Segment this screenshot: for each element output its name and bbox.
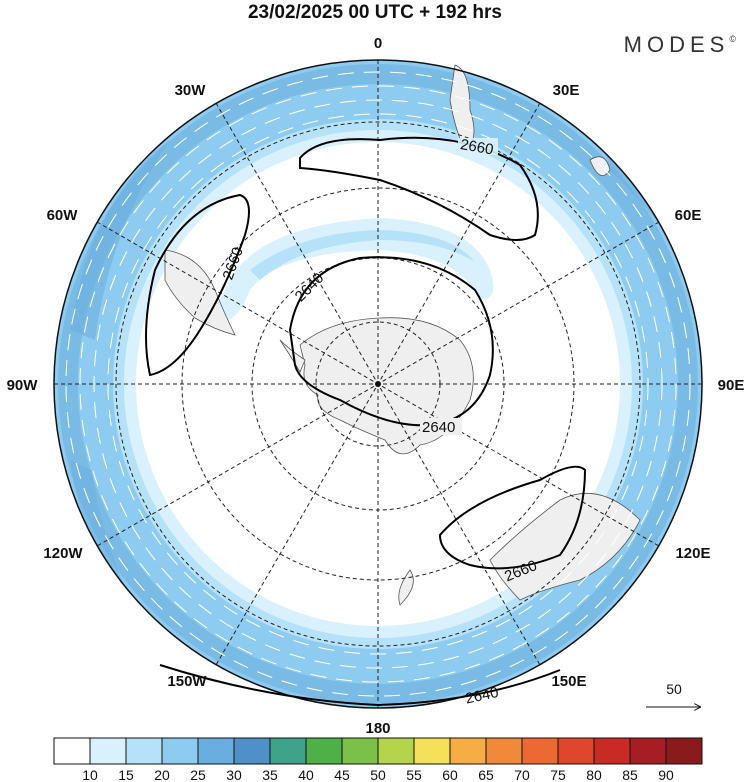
- contour-2660-atlantic: [299, 136, 539, 241]
- colorbar-swatch: [161, 737, 199, 765]
- label-60e: 60E: [675, 207, 702, 224]
- colorbar-label: 50: [370, 767, 386, 782]
- reference-vector: 50: [646, 681, 700, 707]
- colorbar-swatch: [485, 737, 523, 765]
- contour-2640-antarctic: [288, 256, 494, 427]
- colorbar-swatch: [89, 737, 127, 765]
- colorbar-label: 85: [622, 767, 638, 782]
- south-pole-marker: [375, 381, 381, 387]
- colorbar-label: 90: [658, 767, 674, 782]
- brand-logo: MODES©: [624, 32, 736, 58]
- colorbar-swatch: [197, 737, 235, 765]
- colorbar-swatch: [53, 737, 91, 765]
- colorbar-swatch: [305, 737, 343, 765]
- colorbar-label: 45: [334, 767, 350, 782]
- colorbar-label: 80: [586, 767, 602, 782]
- colorbar-label: 10: [82, 767, 98, 782]
- label-150w: 150W: [167, 673, 207, 690]
- antarctic-peninsula-land: [279, 339, 306, 373]
- colorbar-label: 25: [190, 767, 206, 782]
- label-180: 180: [365, 720, 390, 737]
- label-60w: 60W: [47, 207, 79, 224]
- colorbar-label: 75: [550, 767, 566, 782]
- colorbar-swatch: [521, 737, 559, 765]
- contour-2660-australia: [438, 465, 587, 570]
- label-150e: 150E: [551, 673, 586, 690]
- wind-vectors: [65, 71, 691, 697]
- colorbar-label: 55: [406, 767, 422, 782]
- height-contours: [145, 136, 587, 707]
- contour-2660-pacific: [145, 193, 250, 377]
- map-border: [53, 59, 703, 709]
- colorbar-swatch: [413, 737, 451, 765]
- colorbar: 10 15 20 25 30 35 40 45 50 55 60 65 70 75 80 85 90: [53, 737, 703, 782]
- meridian-labels: 0 30E 60E 90E 120E 150E 180 150W 120W 90…: [7, 35, 745, 737]
- contour-label-2640-inner-right: 2640: [422, 419, 455, 436]
- colorbar-swatch: [125, 737, 163, 765]
- colorbar-label: 35: [262, 767, 278, 782]
- colorbar-swatch: [557, 737, 595, 765]
- colorbar-swatch: [629, 737, 667, 765]
- colorbar-label: 15: [118, 767, 134, 782]
- label-30e: 30E: [553, 82, 580, 99]
- brand-name: MODES: [623, 32, 730, 57]
- contour-2640-edge: [159, 664, 561, 707]
- colorbar-swatch: [593, 737, 631, 765]
- madagascar-land: [589, 156, 611, 177]
- label-120e: 120E: [675, 545, 710, 562]
- colorbar-label: 70: [514, 767, 530, 782]
- contour-label-2640-edge: 2640: [464, 684, 500, 708]
- africa-land: [449, 64, 475, 151]
- colorbar-swatch: [377, 737, 415, 765]
- colorbar-label: 20: [154, 767, 170, 782]
- colorbar-swatch: [341, 737, 379, 765]
- colorbar-swatch: [449, 737, 487, 765]
- contour-labels: 2660 2660 2660 2640 2640 2640: [219, 136, 539, 708]
- colorbar-label: 65: [478, 767, 494, 782]
- label-30w: 30W: [175, 82, 207, 99]
- colorbar-label: 60: [442, 767, 458, 782]
- label-0: 0: [374, 35, 382, 52]
- copyright-mark: ©: [729, 34, 736, 44]
- reference-vector-label: 50: [666, 681, 682, 697]
- colorbar-swatch: [233, 737, 271, 765]
- new-zealand-land: [398, 569, 414, 606]
- label-90w: 90W: [7, 377, 39, 394]
- contour-label-2660-atlantic: 2660: [459, 136, 495, 159]
- colorbar-swatch: [665, 737, 703, 765]
- label-120w: 120W: [43, 545, 83, 562]
- colorbar-label: 40: [298, 767, 314, 782]
- colorbar-swatch: [269, 737, 307, 765]
- colorbar-label: 30: [226, 767, 242, 782]
- map-title: 23/02/2025 00 UTC + 192 hrs: [247, 2, 503, 23]
- label-90e: 90E: [718, 377, 745, 394]
